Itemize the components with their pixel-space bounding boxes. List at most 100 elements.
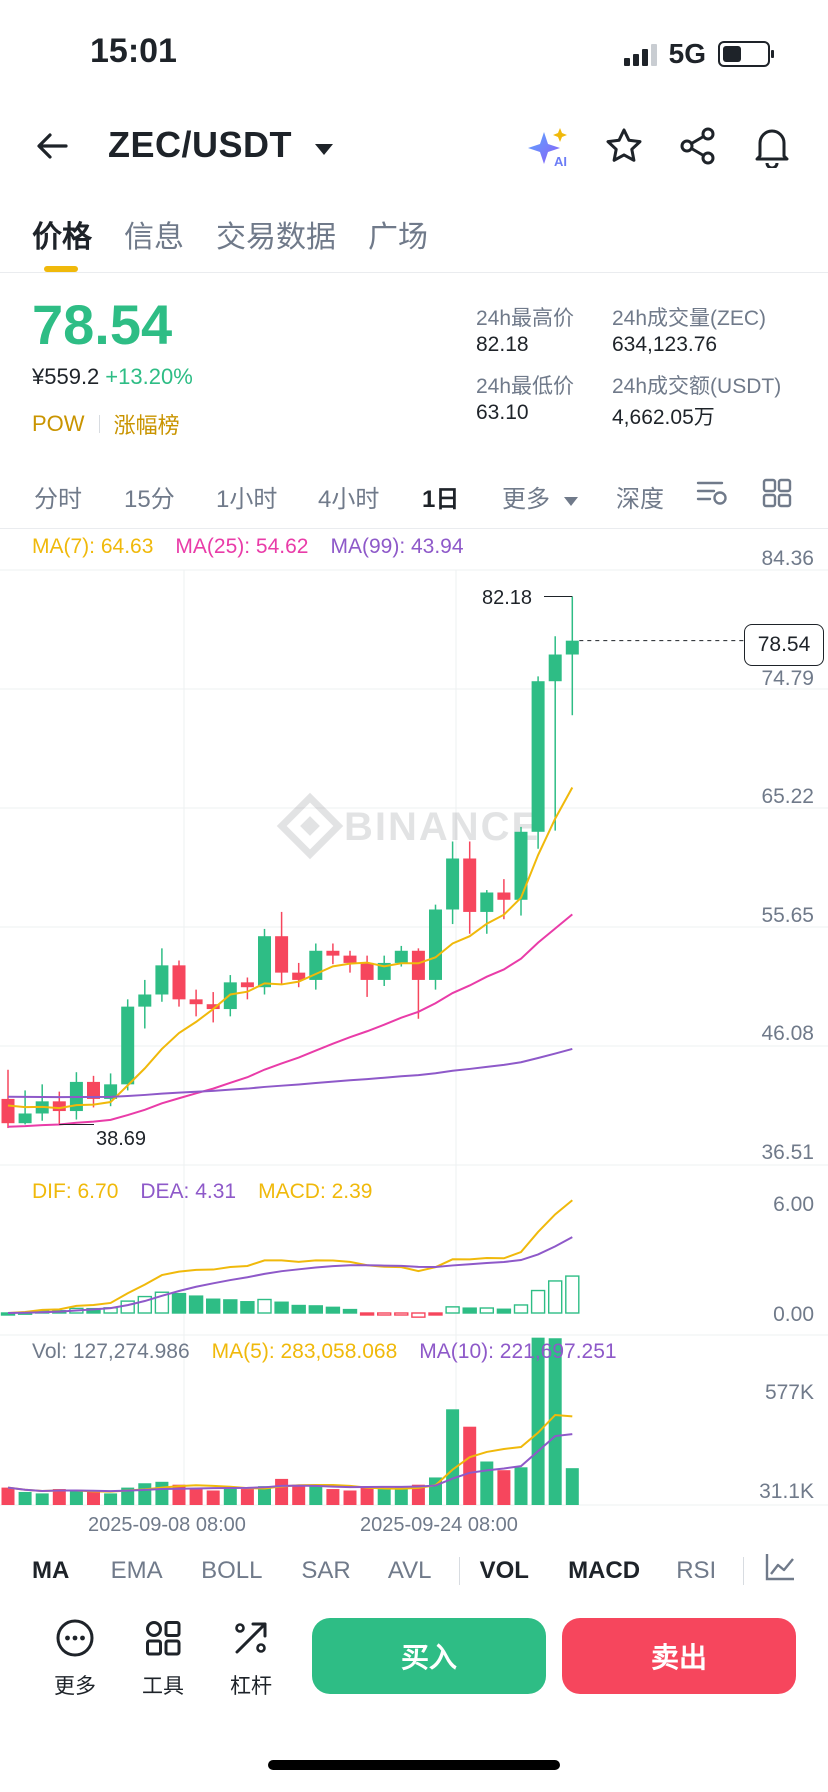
volume-bar — [480, 1461, 494, 1505]
macd-bar — [445, 1306, 460, 1314]
candle-body — [240, 982, 254, 988]
favorite-button[interactable] — [604, 126, 644, 166]
volume-bar — [565, 1468, 579, 1505]
share-button[interactable] — [678, 126, 718, 166]
candle-body — [275, 936, 289, 973]
indicator-macd[interactable]: MACD — [568, 1556, 641, 1584]
layout-grid-button[interactable] — [762, 478, 792, 515]
tab-square[interactable]: 广场 — [368, 221, 428, 254]
tools-grid-icon — [146, 1621, 181, 1656]
candle-body — [531, 681, 545, 832]
indicator-ma[interactable]: MA — [32, 1556, 70, 1584]
interval-depth[interactable]: 深度 — [616, 486, 664, 513]
volume-bar — [411, 1484, 425, 1505]
tag-pow[interactable]: POW — [32, 411, 85, 436]
interval-timeline[interactable]: 分时 — [34, 486, 82, 513]
candle-body — [87, 1081, 100, 1099]
pair-title[interactable]: ZEC/USDT — [108, 124, 335, 166]
macd-bar — [120, 1300, 135, 1314]
candle-body — [172, 965, 186, 1000]
ma7-line — [7, 787, 574, 1110]
dif-line — [7, 1199, 573, 1314]
tag-row: POW 涨幅榜 — [32, 408, 180, 440]
amount-value: 4,662.05万 — [612, 406, 715, 429]
fiat-line: ¥559.2 +13.20% — [32, 364, 193, 390]
macd-bar — [479, 1307, 494, 1314]
volume-bar — [548, 1338, 562, 1505]
volume-bar — [104, 1493, 118, 1505]
tab-underline — [44, 266, 78, 272]
line-chart-icon — [765, 1554, 795, 1581]
candle-body — [377, 962, 391, 980]
candle-body — [343, 955, 357, 963]
grid-icon — [762, 478, 792, 508]
battery-icon — [718, 41, 774, 67]
vol-axis-label: 577K — [764, 1381, 814, 1404]
indicator-vol[interactable]: VOL — [479, 1556, 529, 1584]
tools-label: 工具 — [142, 1675, 184, 1698]
back-button[interactable] — [34, 128, 70, 164]
tab-info[interactable]: 信息 — [124, 221, 184, 254]
indicator-avl[interactable]: AVL — [387, 1556, 432, 1584]
volume-bar — [326, 1489, 340, 1505]
interval-1d[interactable]: 1日 — [422, 486, 460, 513]
low-marker-label: 38.69 — [96, 1128, 147, 1150]
macd-axis-label: 6.00 — [773, 1193, 814, 1216]
tabs-divider — [0, 272, 828, 273]
indicator-settings-button[interactable] — [764, 1552, 796, 1589]
home-indicator — [268, 1760, 560, 1770]
indicator-rsi[interactable]: RSI — [676, 1556, 717, 1584]
tools-button[interactable]: 工具 — [118, 1618, 208, 1700]
binance-watermark: BINANCE — [276, 792, 538, 860]
date-label: 2025-09-08 08:00 — [88, 1514, 246, 1536]
indicator-lines — [7, 787, 574, 1493]
candle-body — [258, 936, 271, 988]
indicator-ema[interactable]: EMA — [110, 1556, 163, 1584]
more-dots-icon — [56, 1619, 94, 1657]
indicator-boll[interactable]: BOLL — [201, 1556, 263, 1584]
interval-1h[interactable]: 1小时 — [216, 486, 278, 513]
tag-gainers[interactable]: 涨幅榜 — [113, 413, 180, 438]
interval-4h[interactable]: 4小时 — [318, 486, 380, 513]
amount-label: 24h成交额(USDT) — [612, 375, 782, 398]
ai-sparkle-icon: AI — [528, 128, 567, 168]
volume-bar — [343, 1490, 357, 1505]
candle-body — [548, 654, 562, 682]
y-axis-label: 55.65 — [761, 904, 814, 927]
volume-bar — [463, 1426, 477, 1505]
y-axis-label: 46.08 — [761, 1022, 814, 1045]
candle-body — [206, 1004, 220, 1010]
current-price-tag: 78.54 — [744, 624, 824, 666]
candle-body — [326, 950, 340, 956]
volume-bar — [155, 1481, 169, 1505]
candle-body — [360, 962, 374, 980]
leverage-button[interactable]: 杠杆 — [206, 1618, 296, 1700]
interval-15m[interactable]: 15分 — [124, 486, 175, 513]
main-tabs: 价格 信息 交易数据 广场 — [32, 212, 428, 256]
sell-button[interactable]: 卖出 — [562, 1618, 796, 1694]
date-label: 2025-09-24 08:00 — [360, 1514, 518, 1536]
buy-button[interactable]: 买入 — [312, 1618, 546, 1694]
share-icon — [680, 127, 715, 165]
macd-bar — [240, 1301, 255, 1314]
status-icons: 5G — [623, 38, 774, 70]
alert-button[interactable] — [752, 124, 792, 168]
ai-button[interactable]: AI — [528, 126, 574, 168]
price-change: +13.20% — [105, 364, 193, 389]
more-button[interactable]: 更多 — [30, 1618, 120, 1700]
macd-bar — [530, 1289, 546, 1314]
chart-settings-button[interactable] — [696, 479, 762, 514]
ma25-line — [7, 913, 573, 1128]
interval-more[interactable]: 更多 — [502, 479, 616, 514]
tab-trading-data[interactable]: 交易数据 — [216, 221, 336, 254]
candle-body — [514, 831, 528, 900]
indicator-sar[interactable]: SAR — [301, 1556, 351, 1584]
signal-icon — [623, 42, 657, 66]
macd-bar — [325, 1306, 341, 1314]
ma99-line — [7, 1047, 573, 1099]
macd-bar — [428, 1312, 443, 1316]
y-axis-label: 84.36 — [761, 547, 814, 570]
tab-price[interactable]: 价格 — [32, 221, 92, 254]
star-icon — [606, 128, 642, 162]
